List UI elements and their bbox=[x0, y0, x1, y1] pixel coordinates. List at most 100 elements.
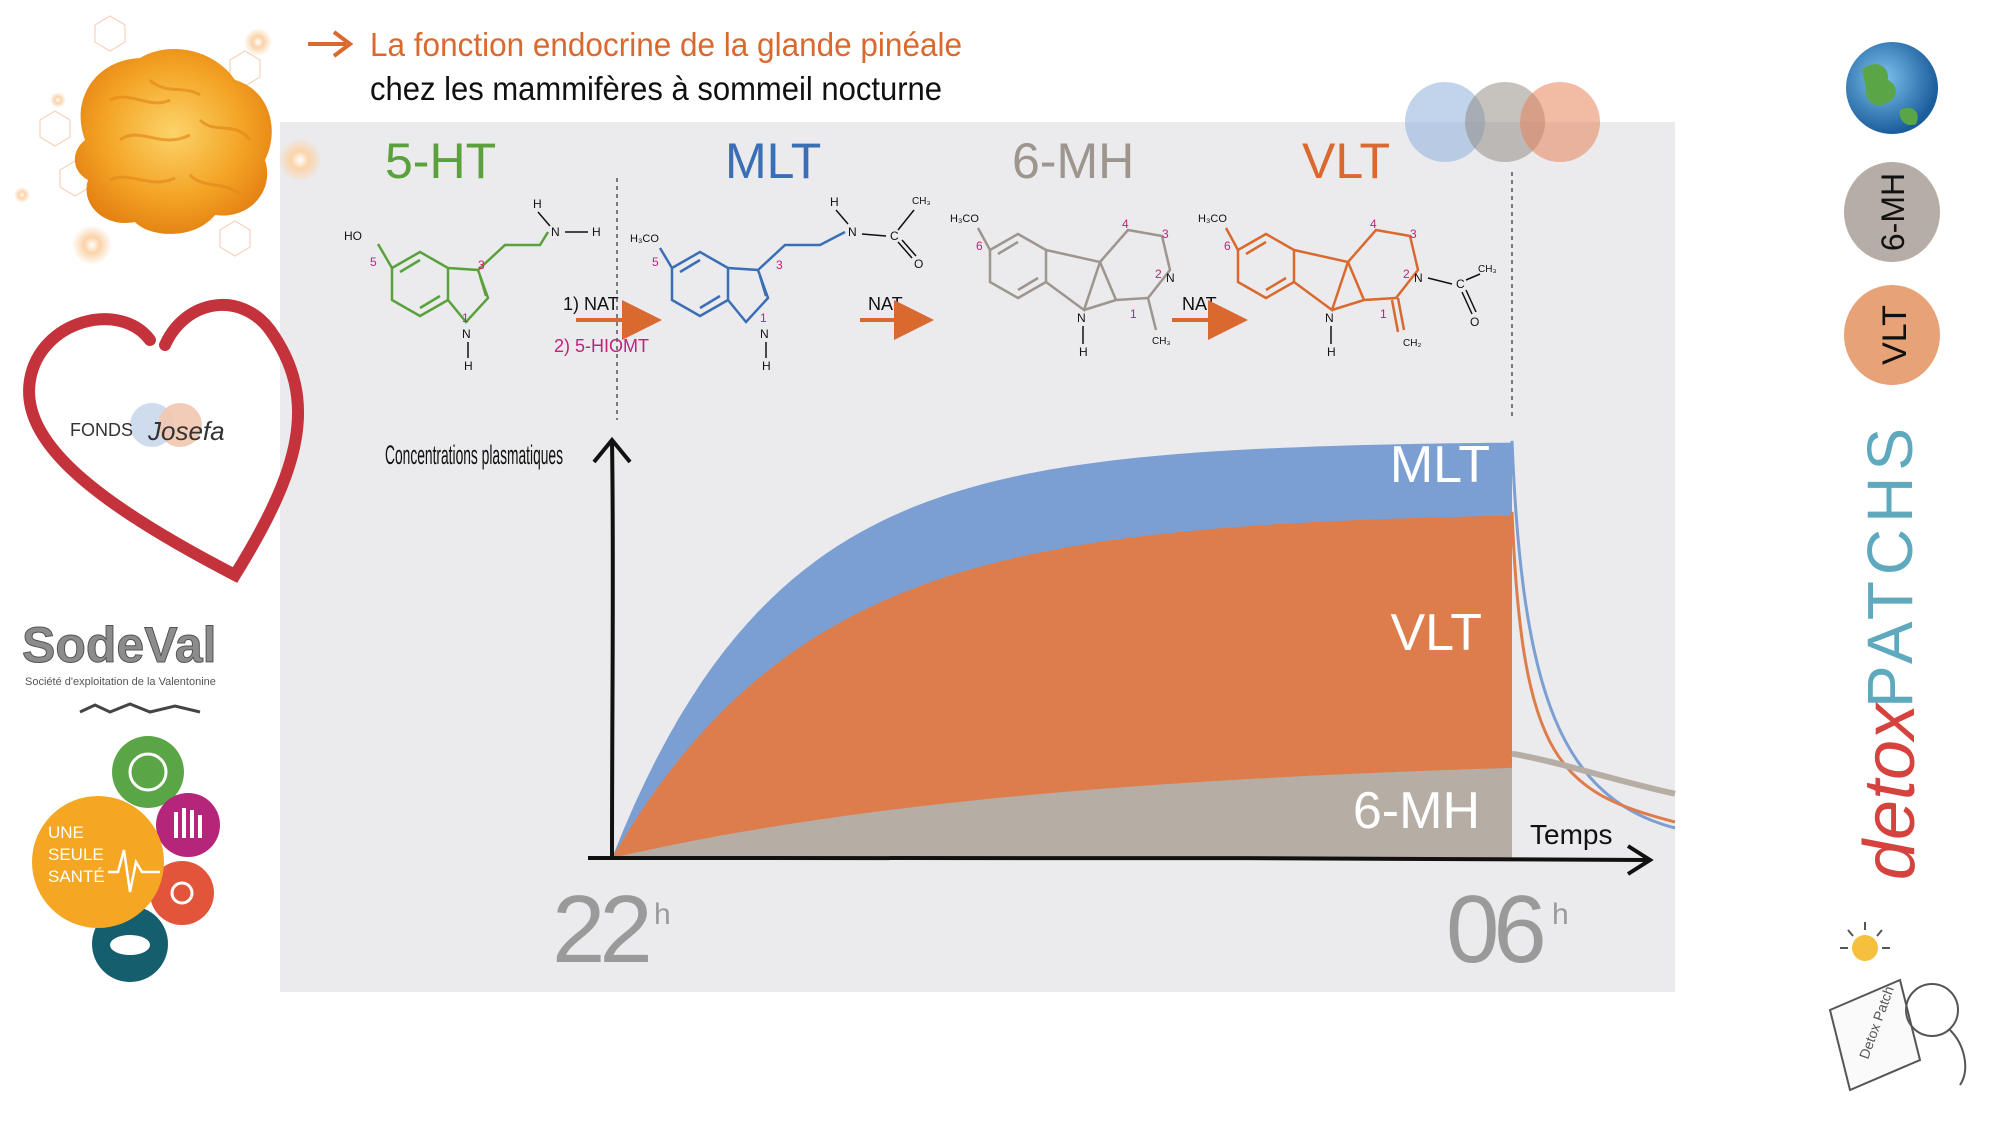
6mh-structure: 6-MH H₃CO 6 4 3 2 1 N N H CH₃ bbox=[950, 133, 1175, 359]
x-tick-06-suffix: h bbox=[1552, 898, 1569, 931]
brain-logo bbox=[14, 15, 322, 265]
x-tick-end: 06 h bbox=[1446, 876, 1569, 983]
serotonin-pos3: 3 bbox=[478, 258, 485, 272]
right-sidebar: 6-MH VLT PATCHS detox Detox Patch bbox=[1828, 42, 1967, 1092]
globe-icon bbox=[1846, 42, 1938, 134]
6mh-pos1: 1 bbox=[1130, 307, 1137, 321]
vlt-decay-line bbox=[1510, 511, 1676, 824]
melatonin-ring-h: H bbox=[762, 359, 771, 373]
melatonin-structure: MLT H₃CO 5 3 1 N H H N C CH₃ O bbox=[630, 133, 931, 373]
earth-circle-icon bbox=[112, 736, 184, 808]
sodeval-logo: SodeVal Société d'exploitation de la Val… bbox=[22, 617, 217, 714]
vlt-ring-n: N bbox=[1414, 271, 1423, 285]
melatonin-pos5: 5 bbox=[652, 255, 659, 269]
serotonin-abbr: 5-HT bbox=[385, 133, 496, 189]
melatonin-pos3: 3 bbox=[776, 258, 783, 272]
badge-6mh-label: 6-MH bbox=[1875, 173, 1911, 251]
6mh-series-label: 6-MH bbox=[1353, 782, 1480, 840]
x-tick-22: 22 bbox=[552, 876, 648, 983]
melatonin-ring-n: N bbox=[760, 327, 769, 341]
concentration-chart: MLT VLT 6-MH Concentrations plasmatiques… bbox=[385, 436, 1676, 983]
melatonin-carbonyl-c: C bbox=[890, 229, 899, 243]
serotonin-amine-h1: H bbox=[533, 197, 542, 211]
6mh-decay-line bbox=[1511, 750, 1676, 797]
6mh-pos2: 2 bbox=[1155, 267, 1162, 281]
vlt-h3co: H₃CO bbox=[1198, 213, 1227, 225]
mlt-series-label: MLT bbox=[1390, 436, 1490, 494]
vlt-ch2: CH₂ bbox=[1403, 338, 1421, 349]
fonds-josefa-logo: FONDS Josefa bbox=[23, 299, 304, 583]
6mh-area bbox=[612, 767, 1512, 858]
one-health-line-3: SANTÉ bbox=[48, 867, 105, 886]
vlt-abbr: VLT bbox=[1302, 133, 1390, 189]
vlt-ch3: CH₃ bbox=[1478, 264, 1497, 275]
reaction-step-1: 1) NAT 2) 5-HIOMT bbox=[554, 294, 662, 356]
reaction-step-2: NAT bbox=[860, 294, 934, 340]
one-health-line-1: UNE bbox=[48, 823, 84, 842]
arrow-right-icon bbox=[308, 30, 354, 58]
melatonin-pos1: 1 bbox=[760, 311, 767, 325]
virus-circle-icon bbox=[150, 861, 214, 925]
fonds-label: FONDS bbox=[70, 420, 133, 440]
badge-vlt: VLT bbox=[1844, 285, 1940, 385]
detox-wordmark: detox bbox=[1850, 701, 1930, 880]
y-axis bbox=[592, 436, 632, 859]
vlt-series-label: VLT bbox=[1390, 604, 1482, 662]
vlt-o: O bbox=[1470, 315, 1479, 329]
header: La fonction endocrine de la glande pinéa… bbox=[308, 26, 962, 107]
serotonin-amine-n: N bbox=[551, 225, 560, 239]
6mh-ch3: CH₃ bbox=[1152, 336, 1171, 347]
josefa-label: Josefa bbox=[147, 416, 225, 446]
x-tick-22-suffix: h bbox=[654, 898, 671, 931]
x-axis bbox=[587, 844, 1654, 876]
y-axis-label: Concentrations plasmatiques bbox=[385, 440, 563, 470]
6mh-pos4: 4 bbox=[1122, 217, 1129, 231]
6mh-indole-h: H bbox=[1079, 345, 1088, 359]
6mh-ring-n: N bbox=[1166, 271, 1175, 285]
6mh-indole-n: N bbox=[1077, 311, 1086, 325]
serotonin-pos5: 5 bbox=[370, 255, 377, 269]
melatonin-h3co: H₃CO bbox=[630, 233, 659, 245]
melatonin-o: O bbox=[914, 257, 923, 271]
6mh-abbr: 6-MH bbox=[1012, 133, 1134, 189]
x-axis-label: Temps bbox=[1530, 819, 1612, 850]
hands-circle-icon bbox=[156, 793, 220, 857]
enzyme-5hiomt: 2) 5-HIOMT bbox=[554, 336, 649, 356]
badge-6mh: 6-MH bbox=[1844, 162, 1940, 262]
melatonin-amide-h: H bbox=[830, 195, 839, 209]
one-health-logo: UNE SEULE SANTÉ bbox=[32, 736, 220, 982]
serotonin-ho: HO bbox=[344, 229, 362, 243]
serotonin-ring-h: H bbox=[464, 359, 473, 373]
title-line-2: chez les mammifères à sommeil nocturne bbox=[370, 70, 942, 107]
title-line-1: La fonction endocrine de la glande pinéa… bbox=[370, 26, 962, 63]
melatonin-amide-n: N bbox=[848, 225, 857, 239]
one-health-line-2: SEULE bbox=[48, 845, 104, 864]
serotonin-ring-n: N bbox=[462, 327, 471, 341]
vlt-pos1: 1 bbox=[1380, 307, 1387, 321]
sodeval-wordmark: SodeVal bbox=[22, 617, 217, 673]
venn-circles-decoration bbox=[1405, 82, 1600, 162]
6mh-h3co: H₃CO bbox=[950, 213, 979, 225]
valentonine-structure: VLT H₃CO 6 4 3 2 1 N N H CH₂ C CH₃ O bbox=[1198, 133, 1497, 359]
enzyme-nat-2: NAT bbox=[868, 294, 903, 314]
vlt-carbonyl-c: C bbox=[1456, 277, 1465, 291]
vlt-pos2: 2 bbox=[1403, 267, 1410, 281]
melatonin-abbr: MLT bbox=[725, 133, 821, 189]
mlt-decay-line bbox=[1510, 440, 1676, 830]
one-health-circle bbox=[32, 796, 164, 928]
patchs-wordmark: PATCHS bbox=[1854, 422, 1926, 708]
enzyme-nat-1: 1) NAT bbox=[563, 294, 619, 314]
vlt-pos4: 4 bbox=[1370, 217, 1377, 231]
6mh-pos3: 3 bbox=[1162, 227, 1169, 241]
enzyme-nat-3: NAT bbox=[1182, 294, 1217, 314]
6mh-pos6: 6 bbox=[976, 239, 983, 253]
sodeval-subtitle: Société d'exploitation de la Valentonine bbox=[25, 676, 216, 688]
vlt-area bbox=[612, 515, 1512, 858]
x-tick-start: 22 h bbox=[552, 876, 671, 983]
serotonin-structure: 5-HT HO 5 3 1 N H N H H bbox=[344, 133, 601, 373]
vlt-indole-h: H bbox=[1327, 345, 1336, 359]
serotonin-amine-h2: H bbox=[592, 225, 601, 239]
x-tick-06: 06 bbox=[1446, 876, 1543, 983]
vlt-pos6: 6 bbox=[1224, 239, 1231, 253]
